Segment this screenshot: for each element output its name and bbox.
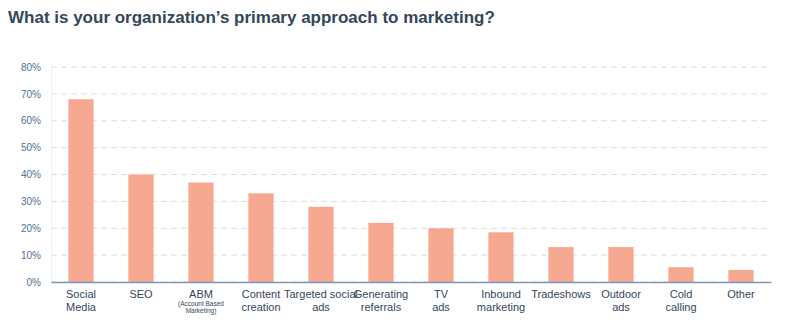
bar xyxy=(128,175,153,283)
x-tick: Coldcalling xyxy=(665,282,696,313)
bar xyxy=(68,99,93,282)
title: What is your organization’s primary appr… xyxy=(8,8,495,27)
y-tick: 50% xyxy=(21,142,51,153)
bar xyxy=(428,228,453,282)
x-tick-label: Contentcreation xyxy=(241,288,280,313)
bar xyxy=(548,247,573,282)
bar xyxy=(368,223,393,282)
x-tick: ABM(Account BasedMarketing) xyxy=(178,282,224,315)
grid-line xyxy=(51,255,771,256)
bar xyxy=(728,270,753,282)
grid xyxy=(51,67,771,282)
y-tick: 20% xyxy=(21,223,51,234)
y-tick-label: 40% xyxy=(21,169,41,180)
x-tick: Targeted socialads xyxy=(284,282,358,313)
y-tick-label: 70% xyxy=(21,89,41,100)
grid-line xyxy=(51,201,771,202)
y-tick: 0% xyxy=(27,277,51,288)
x-tick: Outdoorads xyxy=(601,282,641,313)
y-tick-label: 0% xyxy=(27,277,42,288)
x-tick: Contentcreation xyxy=(241,282,280,313)
chart: What is your organization’s primary appr… xyxy=(0,0,790,331)
x-tick-label: Tradeshows xyxy=(531,288,591,300)
y-tick: 80% xyxy=(21,62,51,73)
grid-line xyxy=(51,228,771,229)
x-tick-label: Outdoorads xyxy=(601,288,641,313)
x-tick-label: Other xyxy=(727,288,755,300)
grid-line xyxy=(51,174,771,175)
x-tick-label: SocialMedia xyxy=(66,288,97,313)
y-tick: 30% xyxy=(21,196,51,207)
bar xyxy=(668,267,693,282)
y-tick-label: 80% xyxy=(21,62,41,73)
bar xyxy=(248,193,273,282)
grid-line xyxy=(51,67,771,68)
bar xyxy=(188,183,213,282)
x-tick: Generatingreferrals xyxy=(354,282,408,313)
y-axis-line xyxy=(51,68,52,283)
x-tick-label: Inboundmarketing xyxy=(477,288,525,313)
x-tick-label: Generatingreferrals xyxy=(354,288,408,313)
bar xyxy=(608,247,633,282)
x-tick-label: ABM(Account BasedMarketing) xyxy=(178,288,224,315)
grid-line xyxy=(51,93,771,94)
grid-line xyxy=(51,120,771,121)
x-tick-label: SEO xyxy=(129,288,153,300)
x-tick-label: TVads xyxy=(432,288,450,313)
y-tick-label: 60% xyxy=(21,115,41,126)
y-axis: 0% 10% 20% 30% 40% 50% 60% 70% 80% xyxy=(21,62,52,288)
x-tick: SocialMedia xyxy=(66,282,97,313)
y-tick-label: 50% xyxy=(21,142,41,153)
bar xyxy=(488,232,513,282)
x-tick: SEO xyxy=(129,282,153,300)
x-axis: SocialMedia SEO ABM(Account BasedMarketing… xyxy=(52,282,772,315)
x-tick: TVads xyxy=(432,282,450,313)
y-tick-label: 20% xyxy=(21,223,41,234)
y-tick-label: 30% xyxy=(21,196,41,207)
bars xyxy=(68,99,753,282)
y-tick: 10% xyxy=(21,250,51,261)
x-tick: Inboundmarketing xyxy=(477,282,525,313)
x-tick-label: Targeted socialads xyxy=(284,288,358,313)
grid-line xyxy=(51,147,771,148)
x-tick-label: Coldcalling xyxy=(665,288,696,313)
x-axis-line xyxy=(52,282,772,284)
y-tick-label: 10% xyxy=(21,250,41,261)
grid-line xyxy=(51,282,771,283)
y-tick: 70% xyxy=(21,89,51,100)
x-tick: Other xyxy=(727,282,755,300)
x-tick: Tradeshows xyxy=(531,282,591,300)
y-tick: 60% xyxy=(21,115,51,126)
bar xyxy=(308,207,333,282)
y-tick: 40% xyxy=(21,169,51,180)
